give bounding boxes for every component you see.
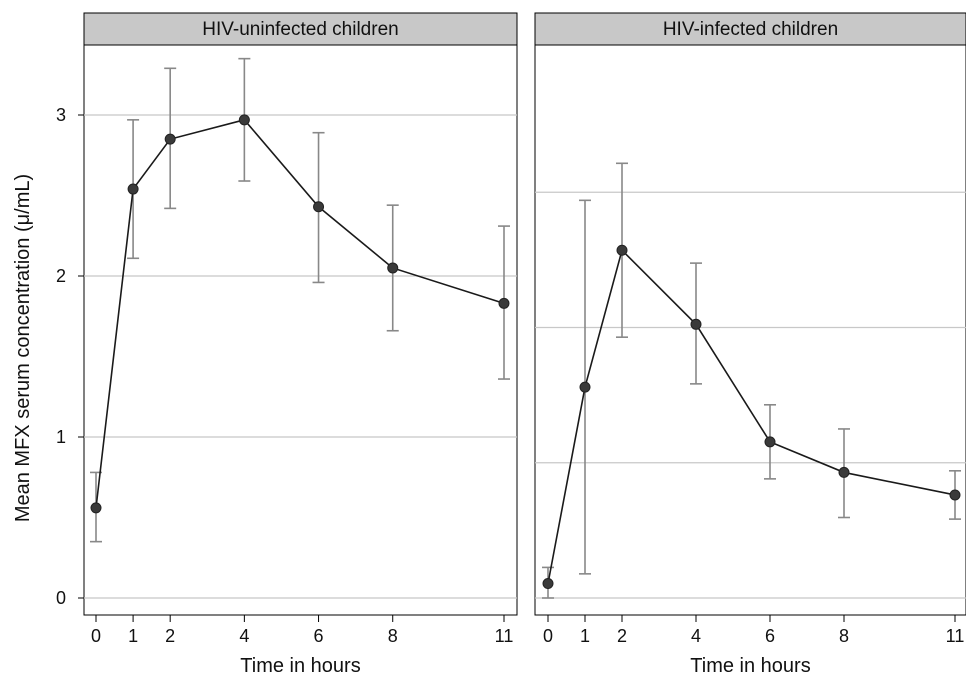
panel-title: HIV-uninfected children	[202, 19, 398, 40]
x-tick-label: 11	[495, 626, 514, 646]
x-tick-label: 11	[946, 626, 965, 646]
data-point	[90, 502, 102, 514]
data-point	[579, 381, 591, 393]
x-tick-label: 2	[165, 626, 175, 646]
x-tick-label: 6	[314, 626, 324, 646]
x-axis-title: Time in hours	[690, 655, 810, 677]
data-point	[238, 114, 250, 126]
x-axis-title: Time in hours	[240, 655, 360, 677]
data-point	[949, 489, 961, 501]
x-tick-label: 8	[388, 626, 398, 646]
plot-area	[83, 44, 518, 616]
data-point	[764, 436, 776, 448]
x-tick-label: 2	[617, 626, 627, 646]
y-tick-label: 0	[56, 588, 66, 608]
data-point	[498, 297, 510, 309]
data-point	[387, 262, 399, 274]
x-tick-label: 0	[91, 626, 101, 646]
panel-hiv-infected: HIV-infected children 0 1 2 4 6 8 11 Time in hou…	[534, 12, 966, 677]
plot-area	[534, 44, 966, 616]
panel-strip	[83, 12, 518, 46]
panel-hiv-uninfected: HIV-uninfected children 0 1 2 3 0 1 2 4 6 8 11 Time …	[56, 12, 518, 677]
x-tick-label: 4	[691, 626, 701, 646]
y-tick-label: 2	[56, 266, 66, 286]
panel-title: HIV-infected children	[663, 19, 838, 40]
data-point	[127, 183, 139, 195]
y-tick-label: 3	[56, 105, 66, 125]
x-tick-label: 1	[128, 626, 138, 646]
y-axis-title: Mean MFX serum concentration (μ/mL)	[12, 174, 34, 522]
data-point	[616, 244, 628, 256]
x-tick-label: 6	[765, 626, 775, 646]
data-point	[164, 133, 176, 145]
data-point	[542, 578, 554, 590]
data-point	[313, 201, 325, 213]
x-tick-label: 1	[580, 626, 590, 646]
x-tick-label: 8	[839, 626, 849, 646]
data-point	[838, 466, 850, 478]
x-tick-label: 0	[543, 626, 553, 646]
x-tick-label: 4	[239, 626, 249, 646]
data-point	[690, 318, 702, 330]
y-tick-label: 1	[56, 427, 66, 447]
